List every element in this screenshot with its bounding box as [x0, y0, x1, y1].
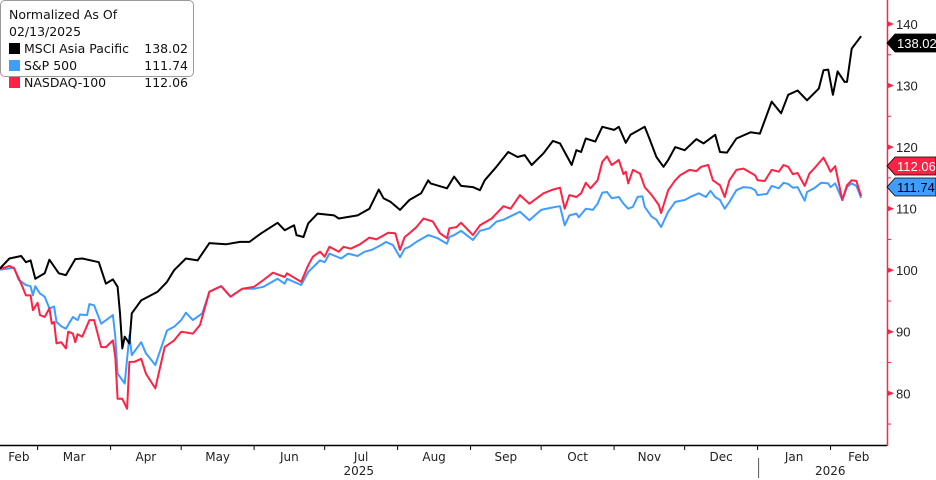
legend-swatch [9, 60, 20, 71]
y-tick-label: 90 [896, 325, 910, 340]
legend-value: 111.74 [144, 58, 188, 73]
last-value-tag-text: 112.06 [897, 159, 936, 174]
y-tick-label: 140 [896, 17, 918, 32]
x-tick-label: Oct [567, 450, 588, 464]
legend-value: 138.02 [144, 41, 188, 56]
series-layer [0, 35, 863, 410]
y-tick-label: 110 [896, 202, 917, 217]
x-tick-label: Nov [638, 450, 661, 464]
legend-swatch [9, 43, 20, 54]
y-tick-mark [887, 21, 894, 28]
y-tick-mark [887, 205, 894, 212]
last-value-tag-bg [886, 33, 936, 53]
y-tick-mark [887, 328, 894, 335]
y-tick-label: 100 [896, 263, 918, 278]
x-tick-label: Dec [710, 450, 733, 464]
legend-item-sp-500: S&P 500 111.74 [9, 57, 193, 74]
legend-value: 112.06 [144, 75, 188, 90]
y-tick-mark [887, 82, 894, 89]
last-value-tag-text: 138.02 [897, 36, 936, 51]
last-value-tag-msci-asia-pacific: 138.02 [886, 33, 936, 53]
last-value-tag-text: 111.74 [897, 180, 935, 195]
series-line-nasdaq-100 [0, 155, 863, 410]
legend: Normalized As Of 02/13/2025 MSCI Asia Pa… [0, 0, 194, 90]
legend-title: Normalized As Of 02/13/2025 [9, 7, 118, 39]
x-tick-label: Jul [353, 450, 368, 464]
x-tick-label: Feb [848, 450, 869, 464]
x-year-label: 2026 [815, 464, 846, 478]
x-tick-label: May [205, 450, 230, 464]
x-tick-label: Jan [784, 450, 804, 464]
series-line-msci-asia-pacific [0, 35, 862, 350]
y-tick-mark [887, 144, 894, 151]
y-tick-mark [887, 267, 894, 274]
legend-swatch [9, 77, 20, 88]
last-value-tag-bg [886, 156, 936, 176]
x-tick-label: Apr [135, 450, 156, 464]
x-tick-label: Sep [495, 450, 518, 464]
y-tick-label: 80 [896, 386, 910, 401]
x-tick-label: Jun [279, 450, 299, 464]
y-tick-mark [887, 390, 894, 397]
x-year-label: 2025 [344, 464, 375, 478]
y-tick-label: 130 [896, 79, 918, 94]
y-tick-label: 120 [896, 140, 918, 155]
legend-item-nasdaq-100: NASDAQ-100 112.06 [9, 74, 193, 91]
x-tick-label: Aug [422, 450, 445, 464]
legend-label: S&P 500 [24, 58, 78, 73]
legend-label: MSCI Asia Pacific [24, 41, 130, 56]
last-value-tag-bg [886, 177, 936, 197]
last-value-tag-nasdaq-100: 112.06 [886, 156, 936, 176]
axes: 80 90 100 110 120 130 140 Feb Mar Apr May Jun Jul Aug… [0, 0, 918, 478]
x-tick-label: Feb [8, 450, 29, 464]
legend-label: NASDAQ-100 [24, 75, 107, 90]
series-line-s-p-500 [0, 181, 863, 385]
last-value-tags: 138.02 112.06 111.74 [886, 33, 936, 197]
last-value-tag-sp-500: 111.74 [886, 177, 936, 197]
x-tick-label: Mar [63, 450, 86, 464]
legend-item-msci-asia-pacific: MSCI Asia Pacific 138.02 [9, 40, 193, 57]
